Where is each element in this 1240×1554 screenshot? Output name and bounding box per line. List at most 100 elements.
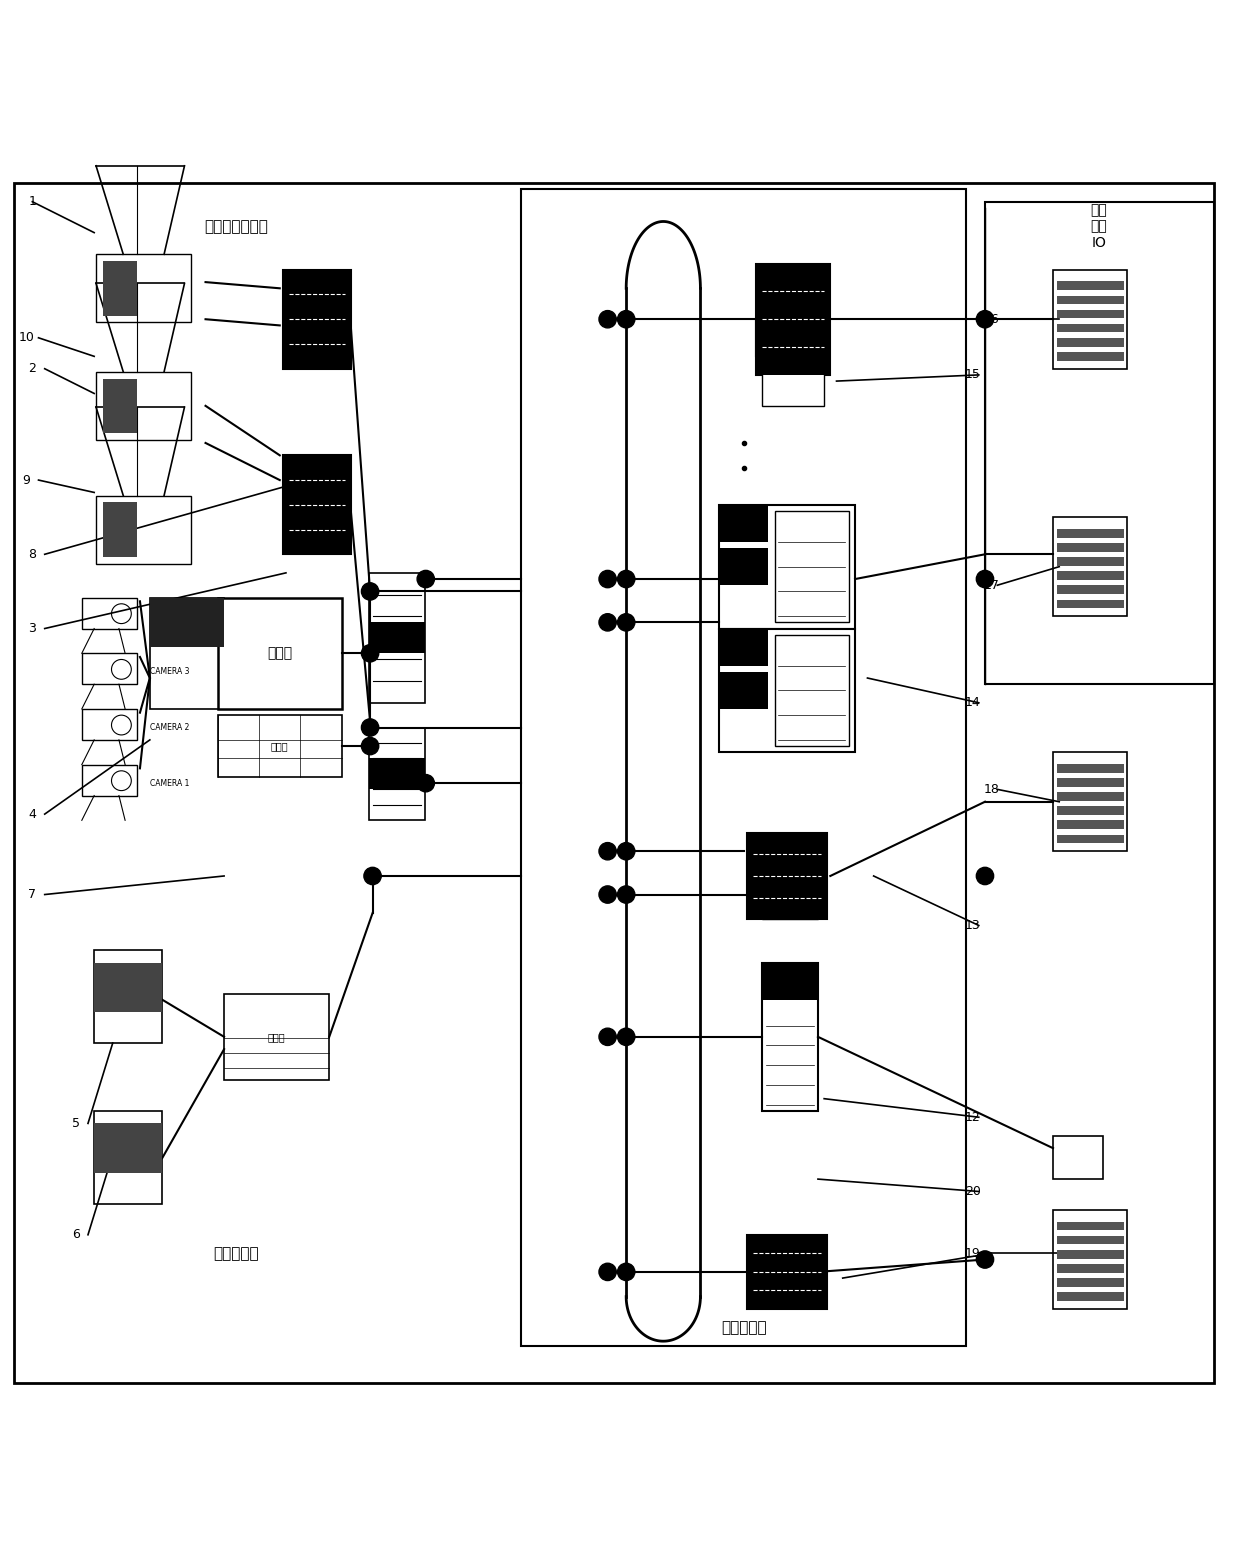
- FancyBboxPatch shape: [82, 765, 138, 796]
- Bar: [1056, 807, 1123, 814]
- Bar: [1056, 295, 1123, 305]
- Circle shape: [618, 886, 635, 903]
- FancyBboxPatch shape: [95, 255, 191, 322]
- Circle shape: [976, 867, 993, 884]
- Text: 5: 5: [72, 1117, 79, 1130]
- Circle shape: [599, 842, 616, 859]
- Bar: [719, 549, 769, 586]
- Circle shape: [363, 867, 381, 884]
- Text: 15: 15: [965, 368, 981, 381]
- Circle shape: [417, 570, 434, 587]
- Bar: [1056, 1293, 1123, 1301]
- Bar: [283, 455, 351, 555]
- Text: 19: 19: [965, 1246, 981, 1260]
- Text: 2: 2: [29, 362, 36, 375]
- Bar: [1056, 600, 1123, 608]
- Text: 11: 11: [760, 1290, 776, 1304]
- Bar: [1056, 779, 1123, 786]
- Text: 18: 18: [983, 783, 999, 796]
- Bar: [1056, 542, 1123, 552]
- Bar: [150, 598, 224, 646]
- Text: 4: 4: [29, 808, 36, 821]
- Bar: [94, 1124, 162, 1173]
- Circle shape: [361, 583, 378, 600]
- FancyBboxPatch shape: [1053, 1136, 1102, 1179]
- Text: 16: 16: [983, 312, 999, 326]
- FancyBboxPatch shape: [218, 715, 342, 777]
- Bar: [719, 628, 769, 665]
- Bar: [1056, 793, 1123, 800]
- Text: 14: 14: [965, 696, 981, 709]
- Text: 9: 9: [22, 474, 30, 486]
- FancyBboxPatch shape: [763, 889, 818, 920]
- Bar: [756, 264, 831, 375]
- FancyBboxPatch shape: [1053, 1211, 1127, 1308]
- Bar: [1056, 528, 1123, 538]
- Circle shape: [599, 570, 616, 587]
- Text: CAMERA 1: CAMERA 1: [150, 779, 190, 788]
- Circle shape: [599, 311, 616, 328]
- FancyBboxPatch shape: [82, 598, 138, 628]
- Circle shape: [618, 842, 635, 859]
- Bar: [1056, 1263, 1123, 1273]
- Bar: [719, 671, 769, 709]
- Bar: [1056, 834, 1123, 844]
- Bar: [103, 379, 136, 434]
- Bar: [1056, 765, 1123, 772]
- Text: 20: 20: [965, 1186, 981, 1198]
- Bar: [746, 833, 827, 920]
- Bar: [1056, 1279, 1123, 1287]
- Text: 客户端: 客户端: [267, 646, 293, 660]
- Text: 12: 12: [965, 1111, 981, 1124]
- Circle shape: [599, 1029, 616, 1046]
- Circle shape: [599, 886, 616, 903]
- FancyBboxPatch shape: [95, 496, 191, 564]
- Circle shape: [618, 1029, 635, 1046]
- Bar: [1056, 1249, 1123, 1259]
- Bar: [103, 261, 136, 315]
- Circle shape: [976, 570, 993, 587]
- FancyBboxPatch shape: [94, 949, 162, 1043]
- Bar: [103, 502, 136, 556]
- Bar: [763, 962, 818, 999]
- FancyBboxPatch shape: [370, 573, 425, 702]
- Circle shape: [361, 738, 378, 755]
- FancyBboxPatch shape: [763, 368, 825, 406]
- FancyBboxPatch shape: [719, 505, 856, 628]
- Text: 控制器: 控制器: [268, 1032, 285, 1041]
- Circle shape: [361, 720, 378, 737]
- FancyBboxPatch shape: [1053, 270, 1127, 368]
- Text: 1: 1: [29, 196, 36, 208]
- Bar: [1056, 337, 1123, 347]
- Bar: [94, 962, 162, 1012]
- Circle shape: [599, 1263, 616, 1280]
- FancyBboxPatch shape: [224, 993, 330, 1080]
- Bar: [746, 1235, 827, 1308]
- Text: 本地集中控制室: 本地集中控制室: [205, 219, 268, 235]
- Text: 6: 6: [72, 1228, 79, 1242]
- FancyBboxPatch shape: [775, 634, 849, 746]
- FancyBboxPatch shape: [775, 511, 849, 622]
- Circle shape: [599, 614, 616, 631]
- Text: 控制器: 控制器: [272, 741, 289, 751]
- FancyBboxPatch shape: [763, 1277, 818, 1302]
- Bar: [1056, 586, 1123, 594]
- Text: 3: 3: [29, 622, 36, 636]
- FancyBboxPatch shape: [1053, 517, 1127, 617]
- Circle shape: [976, 1251, 993, 1268]
- Text: 7: 7: [29, 887, 36, 901]
- Bar: [719, 505, 769, 542]
- FancyBboxPatch shape: [82, 709, 138, 740]
- FancyBboxPatch shape: [763, 962, 818, 1111]
- Bar: [1056, 309, 1123, 319]
- FancyBboxPatch shape: [94, 1111, 162, 1204]
- Circle shape: [361, 645, 378, 662]
- FancyBboxPatch shape: [150, 598, 224, 709]
- Bar: [1056, 1221, 1123, 1231]
- Circle shape: [618, 1263, 635, 1280]
- Bar: [1056, 323, 1123, 333]
- Text: 远程办公室: 远程办公室: [213, 1246, 259, 1260]
- Bar: [1056, 821, 1123, 830]
- Text: 10: 10: [19, 331, 33, 345]
- Bar: [370, 758, 425, 789]
